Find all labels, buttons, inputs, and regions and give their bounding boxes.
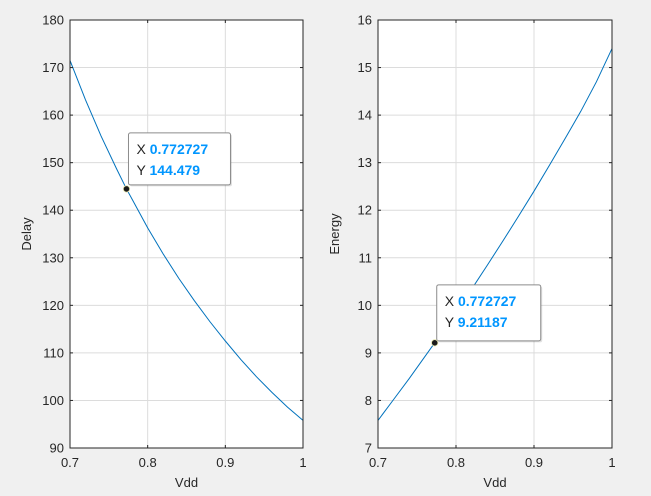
- datatip-y-value: 9.21187: [458, 314, 508, 330]
- axes-1[interactable]: 0.7 0.8 0.9 1 90 100 110 120 130 140 150 160 170 180 V…: [19, 13, 307, 491]
- datatip-marker[interactable]: [431, 339, 439, 347]
- x-axis-label: Vdd: [175, 475, 198, 490]
- axes-box: [69, 19, 304, 449]
- datatip-x-value: 0.772727: [150, 141, 209, 157]
- y-tick-label: 160: [42, 108, 64, 123]
- datatip-y-key: Y: [445, 314, 458, 330]
- y-tick-label: 12: [358, 203, 372, 218]
- datatip-x-value: 0.772727: [458, 293, 517, 309]
- datatip-x-row: X 0.772727: [445, 293, 517, 309]
- y-tick-label: 100: [42, 393, 64, 408]
- datatip-y-value: 144.479: [149, 162, 200, 178]
- y-tick-label: 9: [365, 345, 372, 360]
- y-tick-label: 140: [42, 203, 64, 218]
- y-tick-label: 16: [358, 13, 372, 28]
- y-tick-label: 15: [358, 60, 372, 75]
- y-axis-label: Energy: [327, 213, 342, 255]
- datatip-y-row: Y 9.21187: [445, 314, 508, 330]
- y-tick-label: 7: [365, 441, 372, 456]
- y-tick-label: 8: [365, 393, 372, 408]
- datatip-y-row: Y 144.479: [136, 162, 200, 178]
- y-tick-label: 11: [359, 250, 373, 265]
- x-tick-label: 0.8: [139, 455, 157, 470]
- series-line-1[interactable]: [69, 60, 304, 421]
- axes-2[interactable]: 0.7 0.8 0.9 1 7 8 9 10 11 12 13 14 15 16 Vdd Energy X 0.…: [327, 13, 616, 491]
- datatip-box: [127, 132, 231, 186]
- x-tick-label: 0.9: [216, 455, 234, 470]
- datatip-x-key: X: [445, 293, 458, 309]
- x-tick-label: 0.8: [447, 455, 465, 470]
- y-tick-label: 90: [50, 441, 64, 456]
- datatip-x-row: X 0.772727: [136, 141, 208, 157]
- y-tick-label: 180: [42, 13, 64, 28]
- datatip-x-key: X: [136, 141, 149, 157]
- plot-area: [70, 20, 303, 448]
- plot-area: [378, 20, 612, 448]
- y-tick-label: 120: [42, 298, 64, 313]
- datatip-y-key: Y: [136, 162, 149, 178]
- y-tick-label: 10: [358, 298, 372, 313]
- y-tick-label: 14: [358, 108, 372, 123]
- x-tick-label: 0.7: [369, 455, 387, 470]
- x-axis-label: Vdd: [483, 475, 506, 490]
- y-tick-label: 130: [42, 250, 64, 265]
- series-line-1[interactable]: [377, 48, 613, 421]
- x-tick-label: 0.7: [61, 455, 79, 470]
- axes-box: [377, 19, 613, 449]
- datatip-marker[interactable]: [122, 185, 131, 193]
- x-tick-label: 1: [608, 455, 615, 470]
- y-axis-label: Delay: [19, 217, 34, 251]
- y-tick-label: 150: [42, 155, 64, 170]
- y-tick-label: 13: [358, 155, 372, 170]
- x-tick-label: 0.9: [525, 455, 543, 470]
- y-tick-label: 170: [42, 60, 64, 75]
- datatip-box: [436, 284, 542, 342]
- y-tick-label: 110: [43, 345, 64, 360]
- x-tick-label: 1: [299, 455, 306, 470]
